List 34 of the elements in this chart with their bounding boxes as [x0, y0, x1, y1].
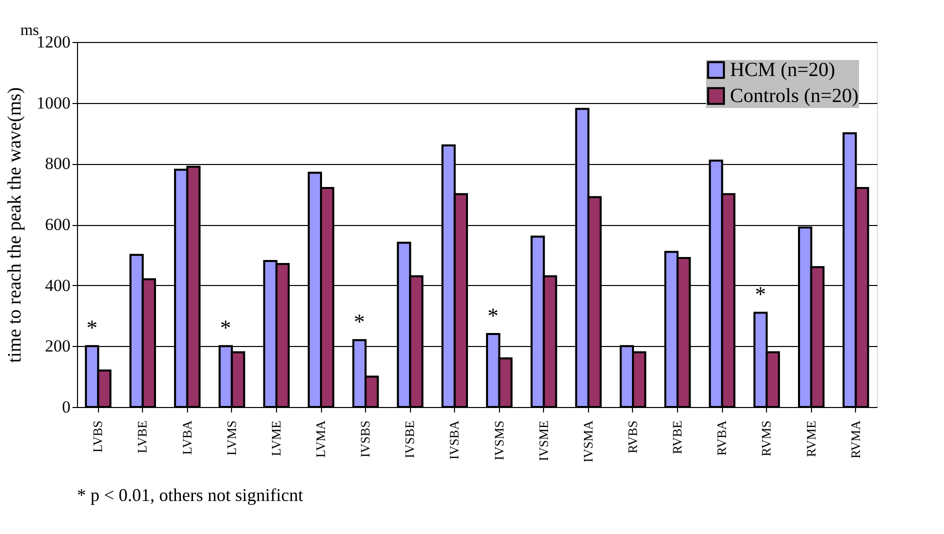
x-tick-label: IVSMS [491, 420, 506, 460]
x-tick-label: IVSBS [358, 420, 373, 458]
x-tick-label: LVBA [179, 420, 194, 455]
y-tick-label: 600 [45, 215, 70, 234]
legend-label: Controls (n=20) [730, 85, 858, 107]
y-tick-label: 0 [62, 398, 70, 416]
y-tick-label: 400 [45, 276, 70, 295]
annotation: * [488, 303, 499, 328]
x-tick-label: LVMS [224, 420, 239, 456]
x-tick-label: RVMA [848, 420, 863, 458]
annotation: * [354, 309, 365, 334]
x-tick-label: LVBE [134, 420, 150, 454]
text: ms [20, 22, 39, 39]
x-tick-label: RVBS [624, 420, 640, 454]
annotation: * [754, 282, 766, 307]
annotation: * [86, 315, 98, 340]
annotation: * [220, 315, 232, 340]
y-tick-label: 800 [45, 154, 70, 174]
y-tick-label: 200 [45, 336, 70, 356]
x-tick-label: RVBA [714, 420, 730, 456]
x-tick-label: IVSBE [402, 420, 418, 458]
y-axis-title: time to reach the peak the wave(ms) [4, 87, 26, 363]
x-tick-label: RVME [803, 420, 818, 458]
y-tick-label: 1000 [36, 93, 70, 112]
legend-label: HCM (n=20) [730, 59, 836, 81]
x-tick-label: RVMS [758, 420, 774, 456]
x-tick-label: IVSBA [446, 420, 462, 460]
x-tick-label: LVBS [90, 420, 106, 453]
x-tick-label: IVSMA [580, 420, 596, 462]
x-tick-label: IVSME [536, 420, 551, 461]
x-tick-label: LVME [268, 420, 284, 456]
x-tick-label: RVBE [670, 420, 685, 454]
x-tick-label: LVMA [313, 420, 328, 458]
text: * p < 0.01, others not significnt [77, 485, 304, 505]
